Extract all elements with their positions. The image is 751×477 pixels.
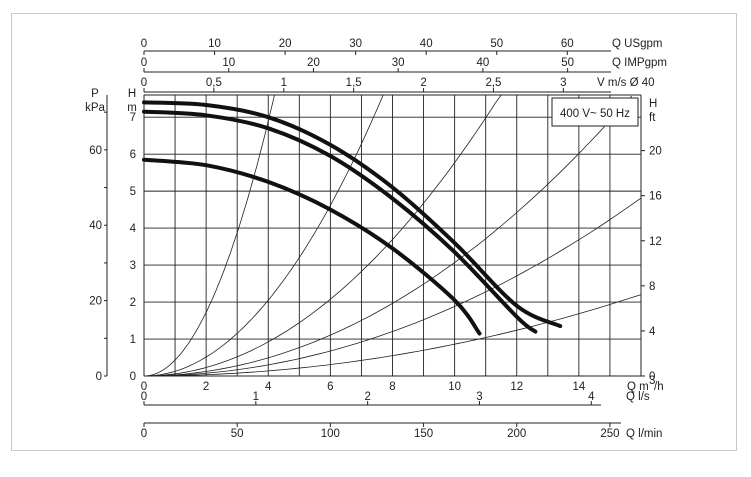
- usgpm-tick-label: 0: [141, 38, 147, 50]
- usgpm-tick-label: 20: [279, 38, 292, 50]
- lmin-tick-label: 150: [414, 428, 433, 440]
- y-tick-label: 5: [130, 186, 136, 198]
- system-curve: [143, 95, 633, 377]
- pump-curve: [142, 100, 563, 329]
- impgpm-tick-label: 40: [477, 57, 490, 69]
- usgpm-tick-label: 50: [490, 38, 503, 50]
- usgpm-tick-label: 40: [420, 38, 433, 50]
- pressure-tick-label: 0: [96, 371, 102, 383]
- pump-curve: [142, 157, 482, 336]
- x-tick-label: 8: [389, 381, 395, 393]
- y-tick-label: 1: [130, 334, 136, 346]
- ls-tick-label: 0: [141, 391, 147, 403]
- x-axis-label: Q m: [627, 381, 649, 393]
- x-tick-label: 4: [265, 381, 272, 393]
- ls-tick-label: 1: [253, 391, 259, 403]
- pressure-tick-label: 20: [89, 296, 102, 308]
- velocity-tick-label: 0: [141, 77, 147, 89]
- ls-tick-label: 2: [364, 391, 370, 403]
- usgpm-tick-label: 30: [349, 38, 362, 50]
- ls-tick-label: 4: [588, 391, 595, 403]
- feet-tick-label: 8: [649, 281, 655, 293]
- velocity-tick-label: 1: [281, 77, 287, 89]
- pressure-tick-label: 60: [89, 145, 102, 157]
- impgpm-tick-label: 0: [141, 57, 147, 69]
- y-tick-label: 0: [130, 371, 136, 383]
- ls-axis-label: Q l/s: [626, 391, 650, 403]
- system-curve: [144, 294, 642, 377]
- system-curve: [144, 197, 642, 377]
- feet-tick-label: 16: [649, 191, 662, 203]
- impgpm-axis-label: Q IMPgpm: [612, 57, 667, 69]
- chart-frame: [11, 13, 737, 451]
- velocity-tick-label: 2: [420, 77, 426, 89]
- velocity-axis-label: V m/s Ø 40: [597, 77, 655, 89]
- pump-curve: [142, 109, 538, 334]
- x-axis-label-superscript: 3: [649, 375, 655, 387]
- lmin-tick-label: 200: [507, 428, 526, 440]
- velocity-tick-label: 1,5: [346, 77, 362, 89]
- x-tick-label: 6: [327, 381, 333, 393]
- lmin-tick-label: 250: [600, 428, 619, 440]
- y-axis-label: H: [128, 88, 136, 100]
- ls-tick-label: 3: [476, 391, 482, 403]
- velocity-tick-label: 2,5: [485, 77, 501, 89]
- system-curve: [143, 94, 502, 377]
- x-axis-label-unit: /h: [654, 381, 664, 393]
- usgpm-tick-label: 60: [561, 38, 574, 50]
- impgpm-tick-label: 50: [561, 57, 574, 69]
- pressure-axis-unit: kPa: [85, 102, 105, 114]
- impgpm-tick-label: 20: [307, 57, 320, 69]
- system-curve: [143, 94, 384, 377]
- lmin-tick-label: 100: [321, 428, 340, 440]
- pressure-axis-label: P: [91, 88, 99, 100]
- velocity-tick-label: 3: [560, 77, 566, 89]
- impgpm-tick-label: 10: [222, 57, 235, 69]
- feet-tick-label: 20: [649, 146, 662, 158]
- pressure-tick-label: 40: [89, 220, 102, 232]
- system-curve: [143, 94, 275, 377]
- lmin-tick-label: 0: [141, 428, 147, 440]
- y-tick-label: 2: [130, 297, 136, 309]
- x-tick-label: 10: [448, 381, 461, 393]
- lmin-axis-label: Q l/min: [626, 428, 662, 440]
- x-tick-label: 12: [510, 381, 523, 393]
- feet-tick-label: 0: [649, 371, 655, 383]
- feet-axis-label: H: [649, 98, 657, 110]
- lmin-tick-label: 50: [231, 428, 244, 440]
- impgpm-tick-label: 30: [392, 57, 405, 69]
- y-axis-unit: m: [127, 102, 137, 114]
- y-tick-label: 7: [130, 112, 136, 124]
- usgpm-axis-label: Q USgpm: [612, 38, 663, 50]
- feet-axis-unit: ft: [649, 112, 656, 124]
- x-tick-label: 14: [572, 381, 585, 393]
- y-tick-label: 6: [130, 149, 136, 161]
- y-tick-label: 3: [130, 260, 136, 272]
- feet-tick-label: 12: [649, 236, 662, 248]
- badge-box: [551, 97, 639, 127]
- y-tick-label: 4: [130, 223, 137, 235]
- feet-tick-label: 4: [649, 326, 656, 338]
- voltage-badge: 400 V~ 50 Hz: [560, 108, 630, 120]
- velocity-tick-label: 0,5: [206, 77, 222, 89]
- x-tick-label: 2: [203, 381, 209, 393]
- usgpm-tick-label: 10: [208, 38, 221, 50]
- x-tick-label: 0: [141, 381, 147, 393]
